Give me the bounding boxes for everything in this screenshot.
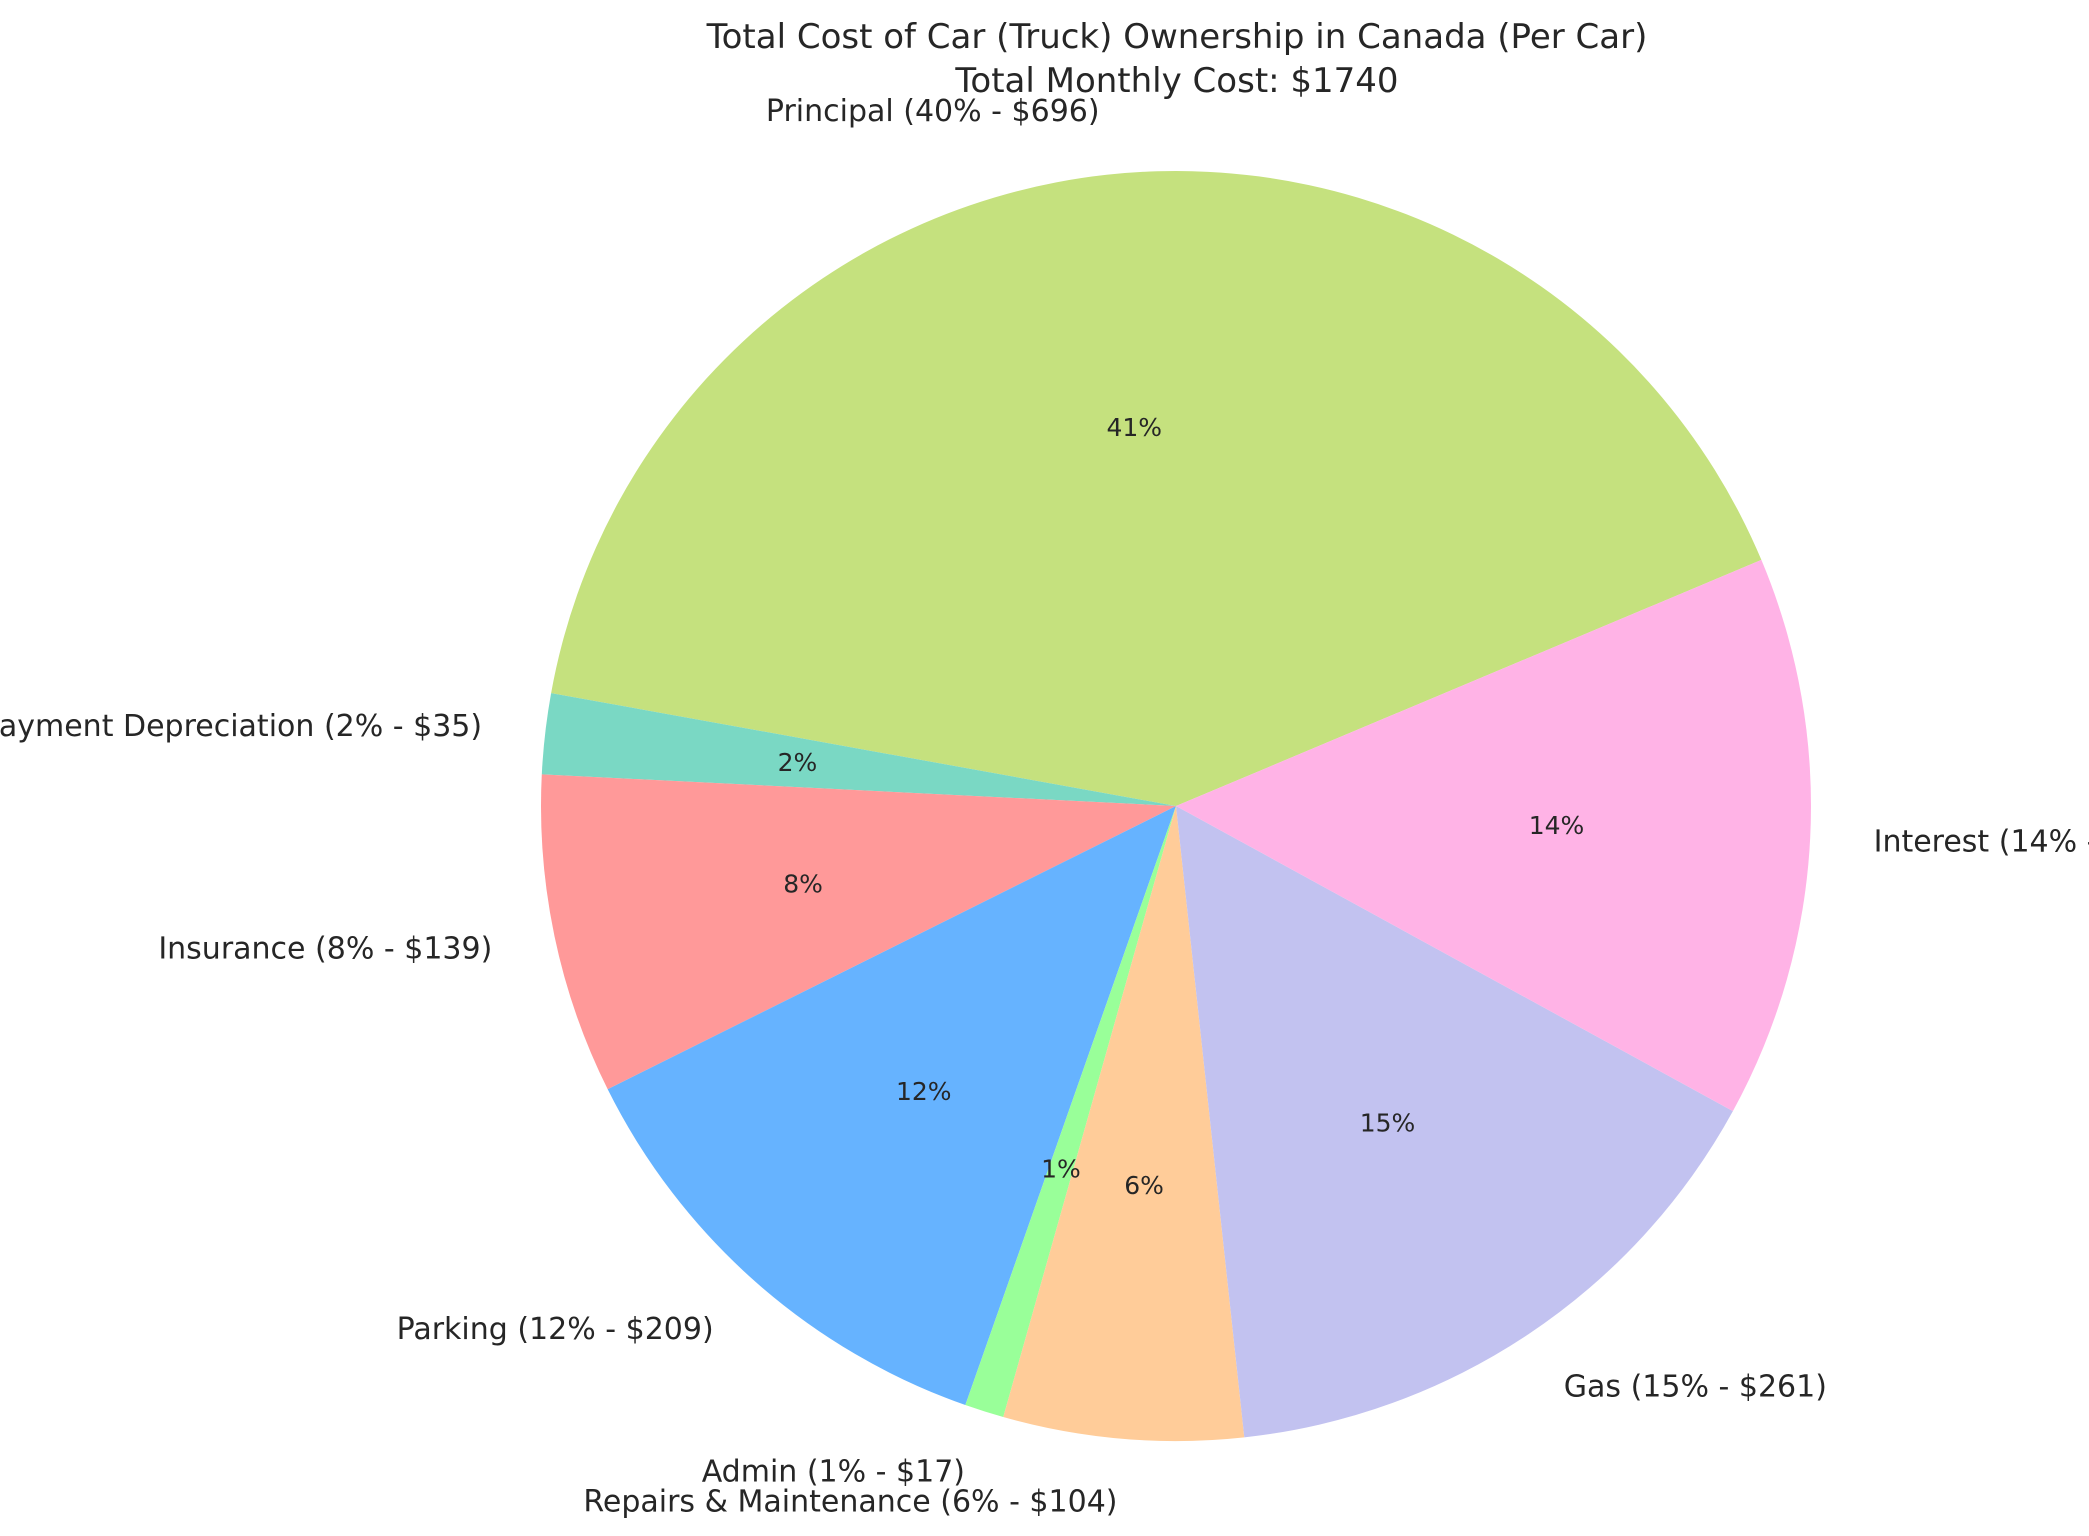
pie-outer-labels: Principal (40% - $696) Downpayment Deprec… (0, 94, 2089, 1519)
pie-slice-principal (551, 171, 1762, 806)
pct-label-repairs-and-maintenance: 6% (1124, 1171, 1164, 1200)
chart-title: Total Cost of Car (Truck) Ownership in C… (706, 17, 1648, 57)
pie-slice-gas (1176, 806, 1733, 1438)
outer-label-interest: Interest (14% - $244) (1874, 825, 2089, 860)
outer-label-insurance: Insurance (8% - $139) (158, 932, 492, 967)
pct-label-parking: 12% (896, 1077, 952, 1106)
chart-subtitle: Total Monthly Cost: $1740 (954, 61, 1398, 101)
outer-label-principal: Principal (40% - $696) (766, 94, 1100, 129)
pct-label-downpayment-depreciation: 2% (778, 748, 818, 777)
outer-label-gas: Gas (15% - $261) (1564, 1369, 1827, 1404)
pie-slice-interest (1176, 559, 1811, 1112)
outer-label-admin: Admin (1% - $17) (702, 1454, 965, 1489)
pct-label-gas: 15% (1360, 1108, 1416, 1137)
pie-slice-parking (607, 806, 1176, 1406)
pie-percent-labels: 41% 2% 8% 12% 1% 6% 15% 14% (778, 413, 1585, 1200)
pie-slices (541, 171, 1811, 1442)
pie-slice-downpayment-depreciation (541, 693, 1176, 806)
pct-label-insurance: 8% (783, 870, 823, 899)
pct-label-admin: 1% (1041, 1155, 1081, 1184)
pie-slice-repairs-and-maintenance (1003, 806, 1245, 1442)
outer-label-parking: Parking (12% - $209) (397, 1312, 714, 1347)
outer-label-repairs-and-maintenance: Repairs & Maintenance (6% - $104) (583, 1485, 1117, 1520)
pct-label-interest: 14% (1529, 811, 1585, 840)
pct-label-principal: 41% (1107, 413, 1163, 442)
pie-slice-admin (965, 806, 1176, 1418)
pie-slice-insurance (541, 774, 1176, 1090)
outer-label-downpayment-depreciation: Downpayment Depreciation (2% - $35) (0, 709, 482, 744)
